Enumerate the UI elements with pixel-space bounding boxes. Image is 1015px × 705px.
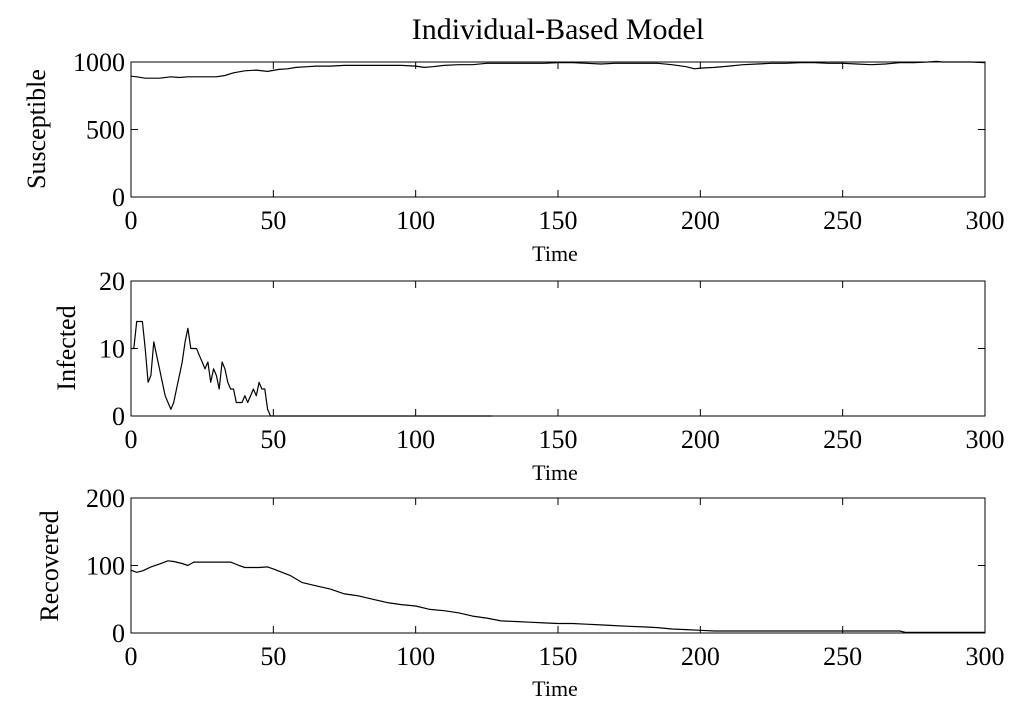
infected-xtick-label: 50 xyxy=(260,425,286,454)
susceptible-ytick-label: 0 xyxy=(112,183,125,212)
susceptible-xtick-label: 100 xyxy=(396,206,435,235)
susceptible-xtick-label: 200 xyxy=(681,206,720,235)
recovered-ytick-label: 0 xyxy=(112,619,125,648)
figure-title: Individual-Based Model xyxy=(412,13,704,46)
susceptible-series-line xyxy=(130,60,986,79)
susceptible-ytick-label: 500 xyxy=(86,116,125,145)
infected-ytick-label: 20 xyxy=(99,267,125,296)
susceptible-ytick-label: 1000 xyxy=(73,48,125,77)
recovered-xtick-label: 200 xyxy=(681,642,720,671)
susceptible-ylabel: Susceptible xyxy=(22,69,51,189)
recovered-xtick-label: 300 xyxy=(966,642,1005,671)
infected-xtick-label: 250 xyxy=(823,425,862,454)
susceptible-axes-frame xyxy=(130,61,986,198)
recovered-axes-frame xyxy=(130,497,986,634)
infected-ytick-label: 10 xyxy=(99,335,125,364)
susceptible-xtick-label: 300 xyxy=(966,206,1005,235)
recovered-ytick-label: 100 xyxy=(86,552,125,581)
susceptible-xtick-label: 150 xyxy=(539,206,578,235)
infected-series-line xyxy=(131,320,493,417)
susceptible-xtick-label: 50 xyxy=(260,206,286,235)
infected-xtick-label: 0 xyxy=(125,425,138,454)
infected-xtick-label: 150 xyxy=(539,425,578,454)
infected-ytick-label: 0 xyxy=(112,402,125,431)
recovered-xtick-label: 0 xyxy=(125,642,138,671)
recovered-series-line xyxy=(130,560,985,633)
susceptible-xlabel: Time xyxy=(532,241,578,266)
susceptible-xtick-label: 0 xyxy=(125,206,138,235)
infected-ylabel: Infected xyxy=(52,305,81,390)
infected-xtick-label: 200 xyxy=(681,425,720,454)
susceptible-panel: Susceptible Time 0 50 100 150 200 250 300 0 500 1… xyxy=(22,48,1005,266)
infected-xtick-label: 300 xyxy=(966,425,1005,454)
recovered-ylabel: Recovered xyxy=(35,510,64,621)
infected-xtick-label: 100 xyxy=(396,425,435,454)
recovered-xtick-label: 100 xyxy=(396,642,435,671)
recovered-xtick-label: 50 xyxy=(260,642,286,671)
infected-xlabel: Time xyxy=(532,460,578,485)
recovered-xtick-label: 150 xyxy=(539,642,578,671)
recovered-xtick-label: 250 xyxy=(823,642,862,671)
infected-panel: Infected Time 0 50 100 150 200 250 300 0 10 20 xyxy=(52,267,1005,485)
recovered-ytick-label: 200 xyxy=(86,484,125,513)
recovered-xlabel: Time xyxy=(532,676,578,701)
susceptible-xtick-label: 250 xyxy=(823,206,862,235)
recovered-panel: Recovered Time 0 50 100 150 200 250 300 0 100 200 xyxy=(35,484,1005,701)
infected-axes-frame xyxy=(130,280,986,417)
